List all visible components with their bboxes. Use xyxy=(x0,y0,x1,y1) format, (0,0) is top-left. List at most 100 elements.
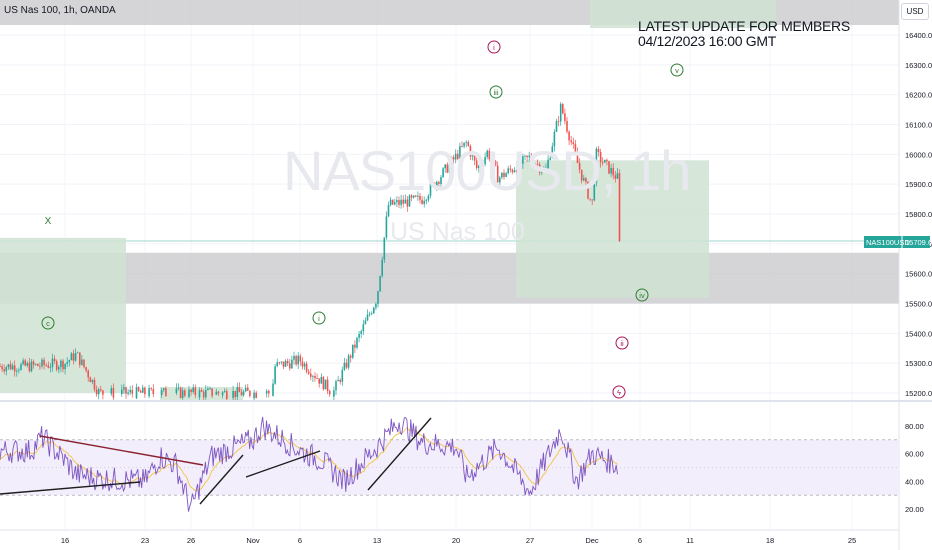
candle-body xyxy=(490,159,493,162)
candle-body xyxy=(49,367,52,368)
update-line-1: LATEST UPDATE FOR MEMBERS xyxy=(638,18,850,34)
currency-button[interactable]: USD xyxy=(901,3,929,20)
rsi-trendline xyxy=(199,454,244,505)
candle-body xyxy=(417,195,419,197)
candle-body xyxy=(43,359,45,366)
candle-body xyxy=(410,195,413,198)
watermark-symbol: NAS100USD, 1h xyxy=(283,139,691,202)
candle-body xyxy=(614,175,617,179)
candle-body xyxy=(587,181,589,199)
candle-body xyxy=(326,379,329,391)
candle-body xyxy=(289,363,291,369)
candle-body xyxy=(34,363,37,365)
candle-body xyxy=(335,381,337,391)
candle-body xyxy=(205,389,207,398)
last-price-bg xyxy=(864,236,930,248)
candle-body xyxy=(400,199,402,205)
candle-body xyxy=(11,365,14,370)
candle-body xyxy=(62,360,64,370)
candle-body xyxy=(387,204,390,217)
candle-body xyxy=(415,195,417,197)
candle-body xyxy=(509,168,512,170)
candle-body xyxy=(85,367,87,371)
candle-body xyxy=(125,387,127,394)
candle-body xyxy=(526,155,528,158)
candle-body xyxy=(163,388,165,391)
candle-body xyxy=(370,313,373,315)
candle-body xyxy=(318,378,320,384)
candle-body xyxy=(457,153,459,159)
candle-body xyxy=(139,390,142,393)
candle-body xyxy=(328,390,331,395)
candle-body xyxy=(13,365,16,372)
candle-body xyxy=(343,362,346,370)
candle-body xyxy=(291,359,293,369)
wave-label: i xyxy=(493,43,495,52)
candle-body xyxy=(272,383,274,396)
wave-label: ϟ xyxy=(617,388,621,397)
candle-body xyxy=(366,314,369,321)
candle-body xyxy=(450,157,453,164)
candle-body xyxy=(431,182,434,184)
candle-body xyxy=(601,162,604,164)
price-tick-label: 16000.0 xyxy=(905,150,932,159)
price-candles xyxy=(0,101,621,400)
candle-body xyxy=(442,168,444,178)
candle-body xyxy=(538,164,541,173)
last-price-value: 15709.6 xyxy=(905,238,932,247)
candle-body xyxy=(97,389,100,395)
time-tick-label: 11 xyxy=(686,536,694,545)
rsi-trendline xyxy=(367,417,432,491)
wave-label: iii xyxy=(494,88,499,97)
candle-body xyxy=(215,391,218,395)
symbol-title[interactable]: US Nas 100, 1h, OANDA xyxy=(4,5,116,16)
candle-body xyxy=(528,155,530,158)
candle-body xyxy=(341,369,344,382)
candle-body xyxy=(398,200,400,205)
last-price-ticker: NAS100USD xyxy=(866,238,910,247)
candle-body xyxy=(316,378,318,380)
candle-body xyxy=(211,388,213,397)
candle-body xyxy=(160,390,163,396)
candle-body xyxy=(207,388,209,390)
rsi-tick-label: 20.00 xyxy=(905,505,924,514)
candle-body xyxy=(152,389,155,394)
candle-body xyxy=(129,390,131,393)
candle-body xyxy=(177,387,180,389)
rsi-trendline xyxy=(245,450,321,478)
candle-body xyxy=(576,152,579,164)
candle-body xyxy=(47,365,50,368)
candle-body xyxy=(93,379,96,390)
candle-body xyxy=(469,145,472,157)
candle-body xyxy=(223,391,226,393)
price-tick-label: 15200.0 xyxy=(905,389,932,398)
price-tick-label: 16100.0 xyxy=(905,121,932,130)
candle-body xyxy=(286,360,289,364)
candle-body xyxy=(253,392,255,399)
candle-body xyxy=(520,159,522,164)
time-tick-label: 27 xyxy=(526,536,534,545)
candle-body xyxy=(200,390,203,392)
candle-body xyxy=(209,388,211,390)
zone-green xyxy=(590,0,776,28)
candle-body xyxy=(507,168,509,174)
candle-body xyxy=(488,150,491,160)
candle-body xyxy=(412,195,415,198)
candle-body xyxy=(240,392,243,396)
last-price-tag: NAS100USD 15709.6 xyxy=(864,236,932,248)
candle-body xyxy=(100,389,102,391)
candle-body xyxy=(534,164,537,166)
candle-body xyxy=(541,171,543,173)
price-tick-label: 15600.0 xyxy=(905,270,932,279)
candle-body xyxy=(184,390,186,396)
rsi-band xyxy=(0,439,899,496)
candle-body xyxy=(41,359,43,367)
candle-body xyxy=(471,154,474,157)
candle-body xyxy=(165,388,167,397)
candle-body xyxy=(28,362,31,372)
candle-body xyxy=(389,199,392,205)
candle-body xyxy=(45,365,47,366)
candle-body xyxy=(74,352,77,361)
candle-body xyxy=(89,377,92,383)
candle-body xyxy=(570,140,572,143)
